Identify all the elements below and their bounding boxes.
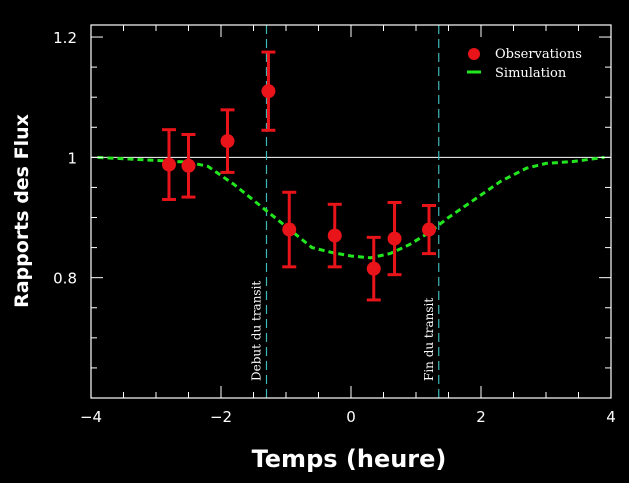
legend-observations-label: Observations xyxy=(495,47,582,62)
observation-marker xyxy=(261,84,276,99)
observation-point xyxy=(261,50,276,132)
transit-annotations: Debut du transit Fin du transit xyxy=(250,281,436,381)
y-tick-label: 1.2 xyxy=(53,29,77,47)
legend: Observations Simulation xyxy=(467,47,582,81)
ticks-group: −4 −2 0 2 4 0.8 1 1.2 xyxy=(53,25,616,426)
observation-point xyxy=(181,132,196,199)
transit-start-label: Debut du transit xyxy=(250,281,264,381)
x-tick-label: 4 xyxy=(606,408,616,426)
observations-series xyxy=(162,50,436,302)
observation-point xyxy=(422,203,436,256)
x-tick-label: −4 xyxy=(80,408,102,426)
legend-observations-marker xyxy=(468,48,480,60)
x-axis-title: Temps (heure) xyxy=(252,445,447,473)
x-tick-label: 2 xyxy=(476,408,486,426)
observation-marker xyxy=(220,134,235,149)
observation-point xyxy=(220,108,235,174)
observation-point xyxy=(387,200,402,277)
x-tick-label: −2 xyxy=(210,408,232,426)
observation-marker xyxy=(366,261,381,276)
observation-point xyxy=(327,202,342,269)
transit-end-label: Fin du transit xyxy=(422,298,436,381)
y-axis-title: Rapports des Flux xyxy=(11,114,33,308)
observation-marker xyxy=(327,228,342,243)
observation-marker xyxy=(181,158,196,173)
y-tick-label: 0.8 xyxy=(53,270,77,288)
observation-marker xyxy=(422,222,436,237)
observation-point xyxy=(162,128,176,201)
legend-simulation-label: Simulation xyxy=(495,66,567,81)
y-tick-label: 1 xyxy=(67,149,77,167)
observation-point xyxy=(282,190,297,269)
observation-marker xyxy=(162,157,176,172)
simulation-line xyxy=(97,155,605,260)
observation-marker xyxy=(282,222,297,237)
observation-point xyxy=(366,235,381,302)
x-tick-label: 0 xyxy=(346,408,356,426)
observation-marker xyxy=(387,231,402,246)
simulation-series xyxy=(97,155,605,260)
